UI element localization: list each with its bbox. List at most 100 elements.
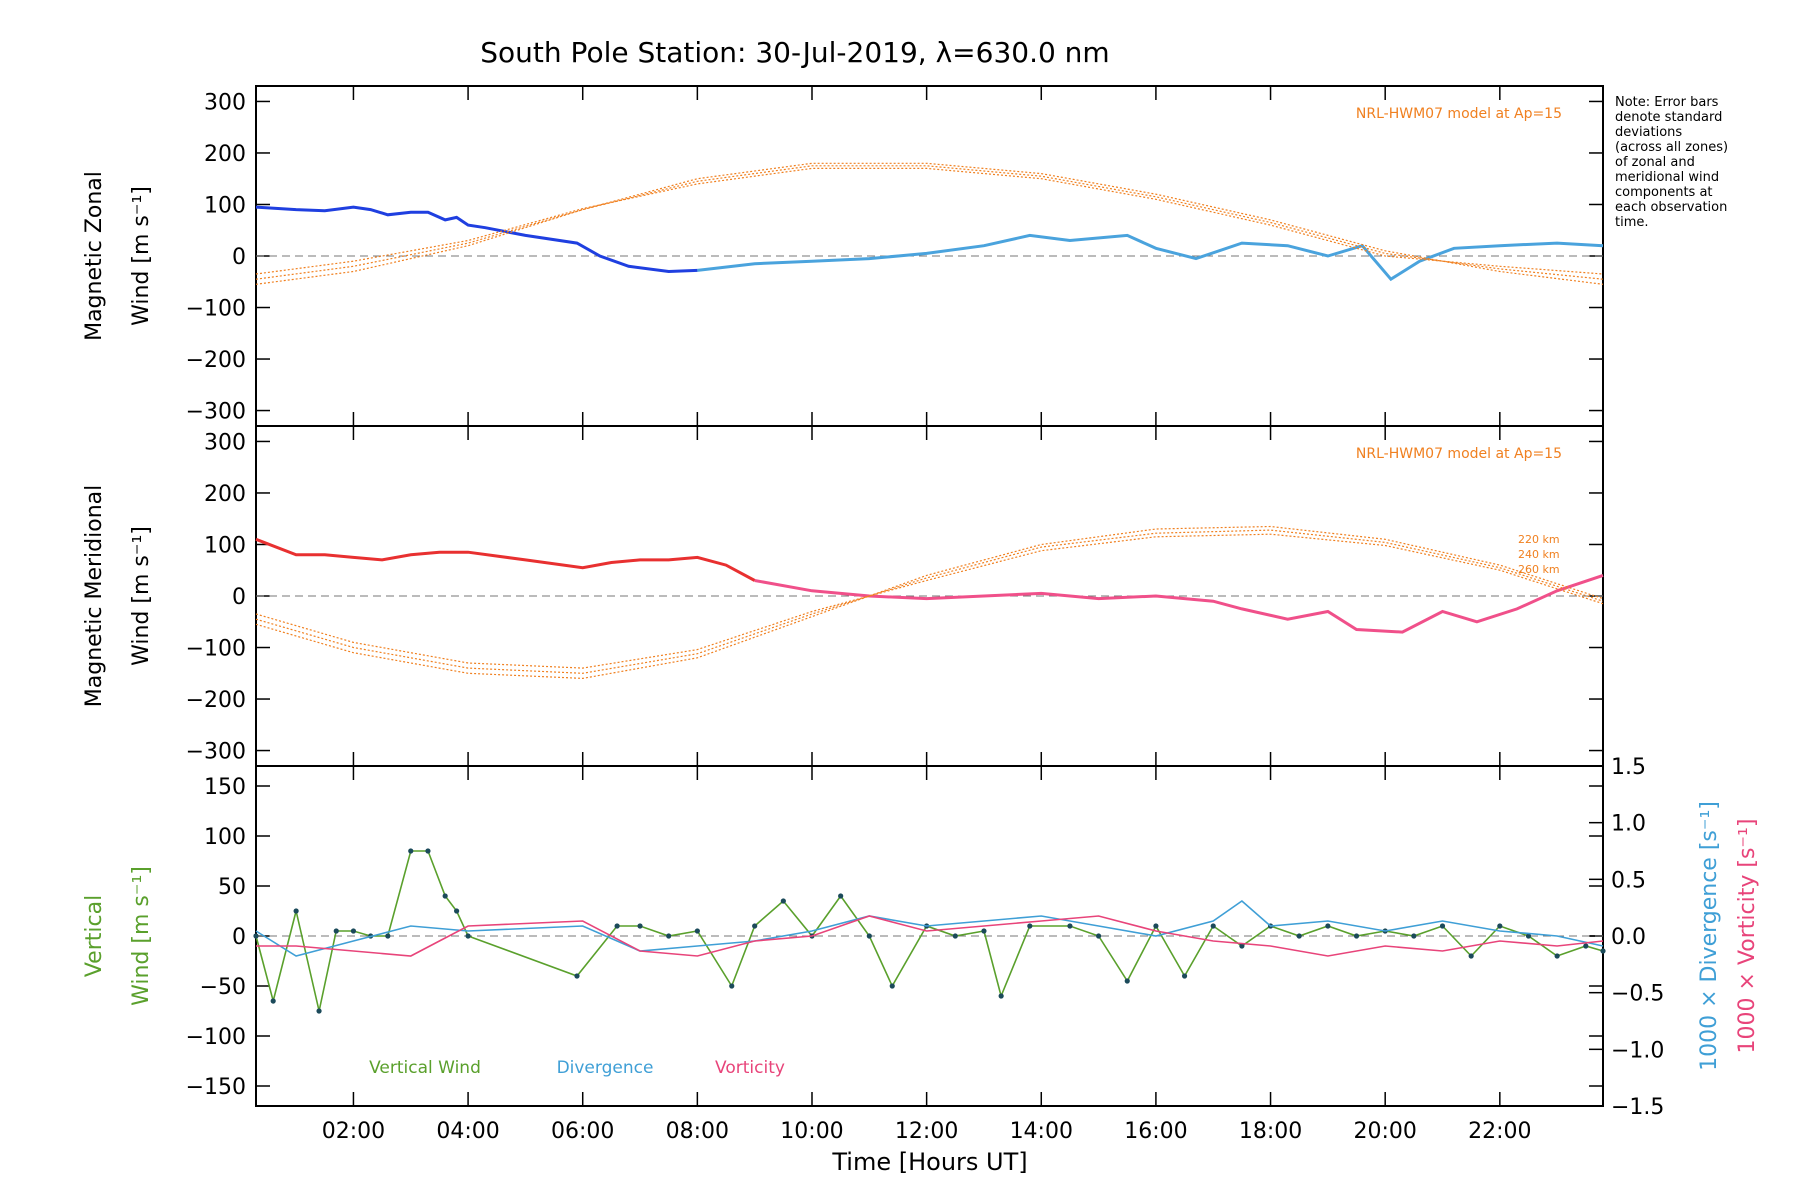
y2-tick-label: −1.5 [1611,1095,1664,1120]
legend-vorticity: Vorticity [715,1058,785,1078]
y-tick-label: 200 [204,482,246,507]
x-axis-ticks: 02:00 04:00 06:00 08:00 10:00 12:00 14:00 16:00… [322,86,1532,1144]
data-point [454,908,460,914]
y-tick-label: 100 [204,533,246,558]
x-tick-label: 14:00 [1010,1119,1073,1144]
data-point [1583,943,1589,949]
note-line: components at [1615,185,1713,200]
y-tick-label: 300 [204,430,246,455]
meridional-model-label: NRL-HWM07 model at Ap=15 [1356,446,1562,462]
zonal-model-label: NRL-HWM07 model at Ap=15 [1356,106,1562,122]
y-tick-label: −200 [186,688,246,713]
zonal-panel: NRL-HWM07 model at Ap=15 Magnetic Zonal … [82,85,1604,427]
data-point [1439,923,1446,929]
data-point [1296,933,1302,939]
data-point [838,893,844,899]
note-line: denote standard [1615,110,1722,125]
vertical-panel: Vertical Wind [m s⁻¹] 1000 × Divergence … [82,86,1760,1176]
data-point [316,1008,322,1014]
note-line: time. [1615,215,1649,230]
vertical-ylabel-line2: Wind [m s⁻¹] [129,866,154,1006]
y-tick-label: −50 [200,975,246,1000]
data-point [1124,978,1130,984]
y-tick-label: 0 [232,245,246,270]
x-tick-label: 20:00 [1353,1119,1416,1144]
data-point [350,928,357,934]
data-point [465,933,471,939]
series-line [754,573,1604,634]
data-point [293,908,299,914]
y-tick-label: 200 [204,142,246,167]
series-line [255,205,698,274]
series-line [255,529,1604,674]
y-tick-label: −100 [186,297,246,322]
data-point [780,898,786,904]
data-point [1468,953,1474,959]
data-point [1497,923,1503,929]
x-tick-label: 22:00 [1468,1119,1531,1144]
data-point [1600,948,1606,954]
zonal-ylabel-line1: Magnetic Zonal [82,171,107,341]
data-point [752,923,758,929]
divergence-ylabel: 1000 × Divergence [s⁻¹] [1697,801,1722,1071]
y-tick-label: −100 [186,637,246,662]
data-point [1411,933,1417,939]
meridional-ylabel-line1: Magnetic Meridional [82,485,107,707]
y2-tick-label: −0.5 [1611,982,1664,1007]
data-point [694,928,700,934]
series-line [256,915,1604,957]
data-point [1210,923,1216,929]
data-point [1554,953,1560,959]
note-line: each observation [1615,200,1727,215]
x-tick-label: 04:00 [436,1119,499,1144]
x-tick-label: 08:00 [666,1119,729,1144]
x-tick-label: 18:00 [1239,1119,1302,1144]
data-point [981,928,987,934]
y-tick-label: −300 [186,740,246,765]
note-line: Note: Error bars [1615,95,1719,110]
x-tick-label: 06:00 [551,1119,614,1144]
y-tick-label: −300 [186,400,246,425]
y2-tick-label: 0.0 [1611,925,1646,950]
height-label: 220 km [1518,533,1560,546]
data-point [866,933,872,939]
height-label: 240 km [1518,548,1560,561]
y2-tick-label: 0.5 [1611,868,1646,893]
y2-tick-label: 1.0 [1611,812,1646,837]
y-tick-label: 100 [204,193,246,218]
data-point [442,893,448,899]
vertical-y-ticks: 150 100 50 0 −50 −100 −150 1.5 1.0 0.5 0.0 −0.5 −1.0… [186,755,1665,1120]
data-point [1153,923,1159,929]
series-line [255,899,1604,957]
data-point [1067,923,1073,929]
vorticity-ylabel: 1000 × Vorticity [s⁻¹] [1735,819,1760,1054]
vertical-marks [253,848,1606,1014]
series-line [255,533,1604,669]
y-tick-label: 50 [218,875,246,900]
x-tick-label: 10:00 [780,1119,843,1144]
y-tick-label: 0 [232,585,246,610]
series-line [255,525,1604,680]
data-point [270,998,276,1004]
legend-vertical-wind: Vertical Wind [369,1058,481,1078]
meridional-marks [255,525,1604,680]
meridional-ylabel-line2: Wind [m s⁻¹] [129,526,154,666]
height-label: 260 km [1518,563,1560,576]
x-axis-label: Time [Hours UT] [831,1148,1027,1176]
series-line [255,850,1604,1012]
legend-divergence: Divergence [557,1058,654,1078]
series-line [697,233,1604,282]
data-point [1027,923,1033,929]
y2-tick-label: 1.5 [1611,755,1646,780]
data-point [385,933,391,939]
data-point [614,923,620,929]
data-point [1239,943,1245,949]
vertical-ylabel-line1: Vertical [82,895,107,977]
meridional-y-ticks: 300 200 100 0 −100 −200 −300 [186,430,1603,765]
data-point [574,973,580,979]
y-tick-label: 0 [232,925,246,950]
y-tick-label: −200 [186,348,246,373]
data-point [729,983,735,989]
data-point [1353,933,1360,939]
